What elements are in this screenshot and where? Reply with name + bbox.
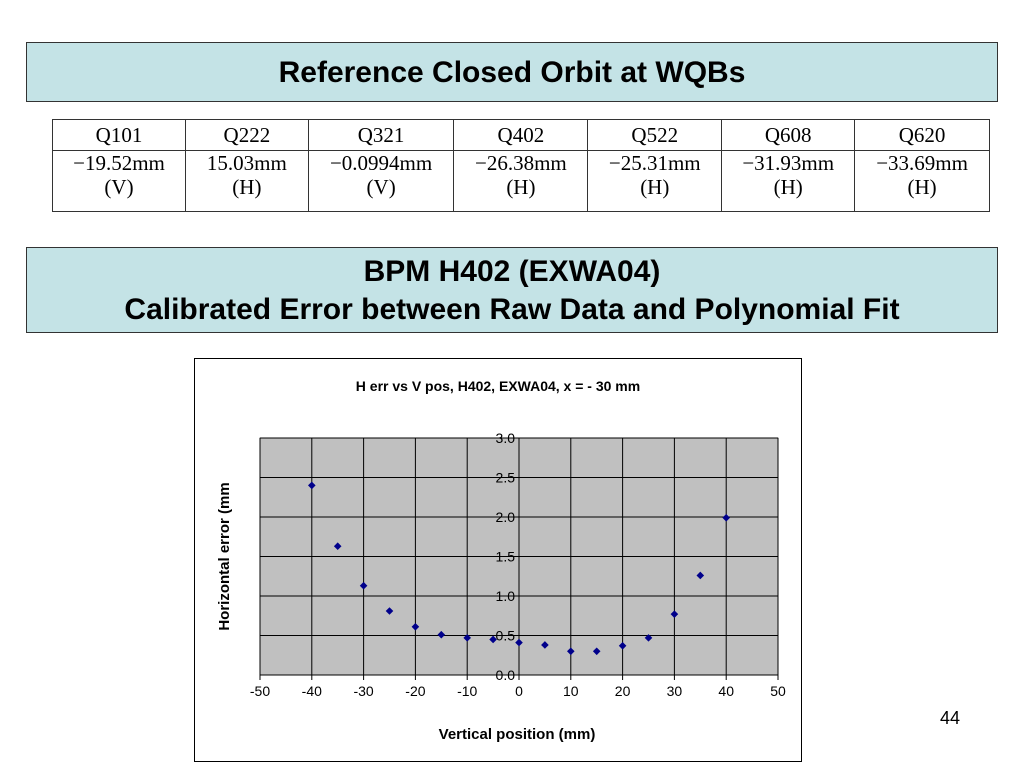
header-cell: Q608 [721,119,856,151]
value-cell: −19.52mm (V) [52,150,186,212]
orbit-plane: (H) [506,175,536,199]
data-point [515,638,523,647]
page-number: 44 [940,708,961,728]
x-tick-label: -30 [353,683,373,699]
orbit-plane: (H) [907,175,937,199]
y-tick-label: 1.0 [496,588,516,604]
orbit-plane: (H) [773,175,803,199]
orbit-value: −25.31mm [608,151,701,175]
x-tick-label: 0 [515,683,523,699]
reference-orbit-title: Reference Closed Orbit at WQBs [278,56,746,89]
bpm-banner: BPM H402 (EXWA04) Calibrated Error betwe… [26,247,998,333]
y-tick-label: 1.5 [496,549,516,565]
data-point [411,623,420,631]
data-point [670,610,679,618]
value-cell: −0.0994mm (V) [307,150,455,212]
orbit-value: −19.52mm [73,151,165,175]
value-cell: 15.03mm (H) [185,150,309,212]
y-tick-label: 2.0 [496,509,516,525]
data-point [359,581,368,590]
x-tick-label: 20 [615,683,631,699]
data-point [437,630,446,639]
orbit-plane: (V) [104,175,134,199]
header-cell: Q222 [185,119,309,151]
header-cell: Q101 [52,119,186,151]
y-tick-label: 0.0 [496,667,516,683]
y-axis-label: Horizontal error (mm [216,482,233,630]
x-tick-label: -50 [250,683,270,699]
x-tick-label: -10 [457,683,477,699]
orbit-value: −26.38mm [475,151,567,175]
value-cell: −33.69mm (H) [854,150,990,212]
data-point [541,641,549,649]
data-point [333,542,342,551]
orbit-value: −33.69mm [876,151,968,175]
y-tick-label: 0.5 [496,628,516,644]
scatter-chart: -50 -40 -30 -20 -10 0 10 20 30 40 50 0.0 0.5 1.0 1.5 2.… [216,378,786,743]
y-tick-label: 2.5 [496,470,516,486]
orbit-value: −0.0994mm [329,151,433,175]
x-axis-label: Vertical position (mm) [439,726,596,743]
data-point [463,634,471,642]
data-point [722,513,730,522]
header-cell: Q620 [854,119,990,151]
data-point [489,635,497,644]
header-cell: Q321 [307,119,455,151]
orbit-plane: (V) [366,175,396,199]
y-tick-label: 3.0 [496,430,516,446]
header-cell: Q522 [587,119,723,151]
data-point [618,641,627,650]
table-header-row: Q101 Q222 Q321 Q402 Q522 Q608 Q620 [52,119,990,151]
orbit-value: −31.93mm [742,151,835,175]
x-tick-label: 40 [718,683,734,699]
data-point [567,647,575,656]
chart-frame: -50 -40 -30 -20 -10 0 10 20 30 40 50 0.0 0.5 1.0 1.5 2.… [194,358,802,762]
value-cell: −31.93mm (H) [721,150,856,212]
data-point [592,647,601,656]
orbit-value: 15.03mm [206,151,287,175]
x-tick-label: 30 [667,683,683,699]
closed-orbit-table: Q101 Q222 Q321 Q402 Q522 Q608 Q620 −19.52mm (V)… [52,119,990,212]
orbit-plane: (H) [232,175,262,199]
data-point [696,571,705,580]
reference-orbit-banner: Reference Closed Orbit at WQBs [26,42,998,102]
data-point [644,634,653,642]
bpm-title: BPM H402 (EXWA04) [363,255,661,288]
x-tick-label: -20 [405,683,425,699]
header-cell: Q402 [453,119,589,151]
orbit-plane: (H) [640,175,670,199]
table-value-row: −19.52mm (V) 15.03mm (H) −0.0994mm (V) −26.38m… [52,150,990,212]
value-cell: −26.38mm (H) [453,150,589,212]
x-tick-label: 50 [770,683,786,699]
x-tick-label: -40 [302,683,322,699]
chart-title: H err vs V pos, H402, EXWA04, x = - 30 m… [356,378,640,394]
value-cell: −25.31mm (H) [587,150,723,212]
bpm-subtitle: Calibrated Error between Raw Data and Po… [124,293,900,326]
x-tick-label: 10 [563,683,579,699]
